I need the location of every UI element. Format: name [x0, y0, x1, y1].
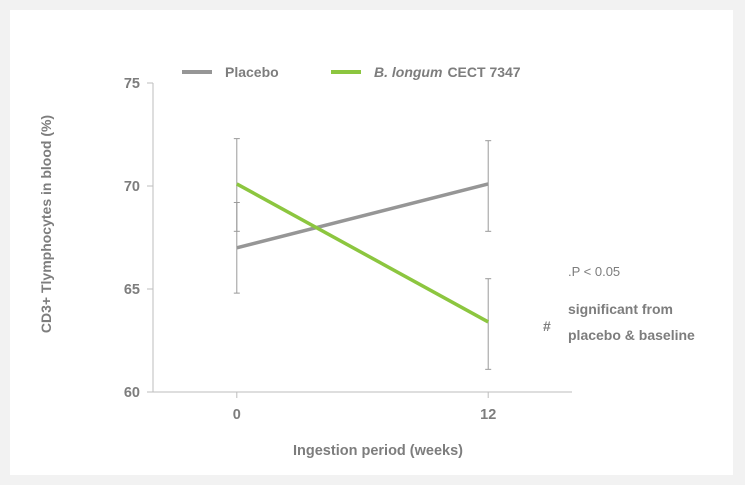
legend-label-blongum: B. longum CECT 7347	[374, 64, 521, 80]
y-tick-label-65: 65	[124, 282, 140, 298]
significance-note-line1: significant from	[568, 301, 673, 317]
legend-label-placebo: Placebo	[225, 64, 279, 80]
y-tick-label-70: 70	[124, 179, 140, 195]
chart-card	[10, 10, 733, 475]
series-line-0	[236, 182, 489, 250]
series-line-1	[235, 182, 490, 324]
y-tick-label-60: 60	[124, 385, 140, 401]
significance-note-line2: placebo & baseline	[568, 327, 695, 343]
y-ticks: 60 65 70 75	[124, 76, 153, 401]
legend-label-blongum-strain: CECT 7347	[447, 64, 520, 80]
legend-label-blongum-species: B. longum	[374, 64, 442, 80]
legend: Placebo B. longum CECT 7347	[182, 64, 521, 80]
x-axis-label: Ingestion period (weeks)	[293, 443, 463, 459]
y-tick-label-75: 75	[124, 76, 140, 92]
hash-marker: #	[543, 318, 551, 334]
x-tick-label-0: 0	[233, 407, 241, 423]
x-ticks: 0 12	[233, 392, 496, 423]
p-value-note: .P < 0.05	[568, 264, 620, 279]
y-axis-label: CD3+ Tlymphocytes in blood (%)	[38, 115, 54, 333]
error-bars	[233, 138, 492, 370]
series-lines	[235, 182, 490, 324]
x-tick-label-12: 12	[480, 407, 496, 423]
